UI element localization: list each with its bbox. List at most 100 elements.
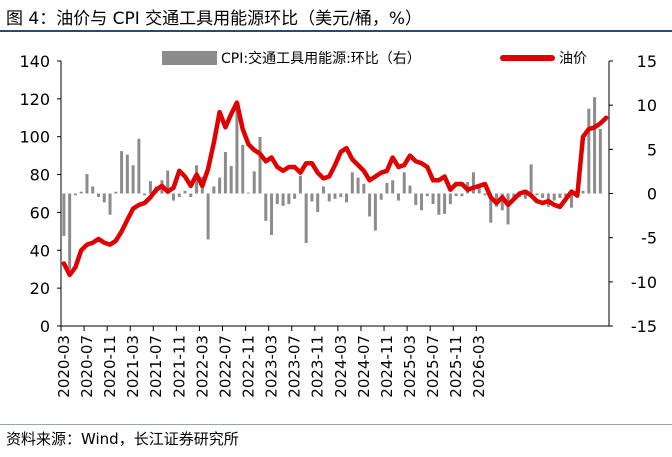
cpi-bar — [137, 138, 141, 194]
cpi-bar — [570, 193, 574, 208]
cpi-bar — [356, 177, 360, 194]
cpi-bar — [350, 172, 354, 194]
cpi-bar — [414, 193, 418, 205]
cpi-bar — [425, 193, 429, 197]
y-left-tick-label: 80 — [30, 166, 50, 185]
cpi-bar — [477, 185, 481, 194]
cpi-bar — [362, 183, 366, 194]
y-right-tick-label: -5 — [641, 229, 657, 248]
cpi-bar — [396, 193, 400, 201]
legend-item-cpi: CPI:交通工具用能源:环比（右） — [162, 47, 421, 69]
y-right-tick-label: 10 — [637, 96, 657, 115]
cpi-bar — [454, 193, 458, 197]
cpi-bar — [489, 193, 493, 223]
x-tick-label: 2021-03 — [124, 335, 142, 398]
cpi-bar — [114, 191, 118, 194]
cpi-bar — [258, 136, 262, 194]
cpi-bar — [402, 172, 406, 194]
x-tick-label: 2022-11 — [239, 335, 257, 398]
cpi-bar — [189, 193, 193, 198]
cpi-bar — [270, 193, 274, 236]
cpi-bar — [420, 193, 424, 211]
cpi-bar — [541, 193, 545, 198]
cpi-bar — [177, 193, 181, 198]
cpi-bar — [143, 193, 147, 196]
x-tick-label: 2020-03 — [55, 335, 73, 398]
x-tick-label: 2023-11 — [309, 335, 327, 398]
cpi-bar — [166, 170, 170, 194]
y-left-tick-label: 0 — [40, 317, 50, 336]
cpi-bar — [287, 193, 291, 205]
cpi-bar — [431, 193, 435, 205]
cpi-bar — [327, 193, 331, 202]
y-left-tick-label: 100 — [19, 128, 50, 147]
x-tick-label: 2023-03 — [263, 335, 281, 398]
cpi-bar — [593, 97, 597, 194]
cpi-bar — [321, 186, 325, 194]
cpi-bar — [218, 177, 222, 194]
cpi-bar — [120, 151, 124, 194]
y-left-tick-label: 60 — [30, 203, 50, 222]
cpi-bar — [460, 193, 464, 197]
x-tick-label: 2020-07 — [78, 335, 96, 398]
cpi-bar — [345, 193, 349, 203]
cpi-bar — [437, 193, 441, 215]
cpi-bar — [229, 166, 233, 194]
cpi-bar — [148, 181, 152, 194]
cpi-bar — [246, 192, 250, 194]
legend-swatch-line — [500, 55, 555, 61]
cpi-bar — [102, 193, 106, 203]
cpi-bar — [171, 193, 175, 201]
cpi-bar — [310, 193, 314, 202]
cpi-bar — [500, 193, 504, 211]
source-note: 资料来源：Wind，长江证券研究所 — [6, 430, 239, 448]
title-rule — [0, 30, 672, 32]
x-tick-label: 2023-07 — [286, 335, 304, 398]
y-right-tick-label: 5 — [647, 140, 657, 159]
cpi-bar — [587, 108, 591, 194]
x-tick-label: 2024-07 — [355, 335, 373, 398]
cpi-bar — [212, 186, 216, 194]
cpi-bar — [264, 193, 268, 221]
y-right-tick-label: -15 — [631, 317, 657, 336]
cpi-bar — [298, 175, 302, 194]
cpi-bar — [391, 180, 395, 194]
cpi-bar — [85, 174, 89, 194]
legend-swatch-bar — [162, 51, 217, 65]
x-tick-label: 2021-07 — [147, 335, 165, 398]
x-tick-label: 2026-03 — [470, 335, 488, 398]
cpi-bar — [79, 191, 83, 194]
y-left-tick-label: 140 — [19, 52, 50, 71]
cpi-bar — [293, 193, 297, 199]
cpi-bar — [304, 193, 308, 243]
cpi-bar — [241, 144, 245, 194]
cpi-bar — [275, 193, 279, 205]
cpi-bar — [108, 193, 112, 215]
y-left-tick-label: 40 — [30, 241, 50, 260]
cpi-bar — [68, 193, 72, 270]
legend-label-oil: 油价 — [559, 51, 587, 67]
cpi-bar — [552, 193, 556, 201]
cpi-bar — [379, 193, 383, 200]
cpi-bar — [333, 193, 337, 199]
cpi-bar — [523, 193, 527, 199]
cpi-bar — [131, 165, 135, 194]
y-left-tick-label: 20 — [30, 279, 50, 298]
x-tick-label: 2021-11 — [170, 335, 188, 398]
cpi-bar — [235, 103, 239, 194]
cpi-bar — [62, 193, 66, 236]
cpi-bar — [91, 186, 95, 194]
cpi-bar — [316, 193, 320, 213]
y-right-tick-label: 0 — [647, 185, 657, 204]
y-right-tick-label: 15 — [637, 52, 657, 71]
legend-item-oil: 油价 — [500, 47, 587, 69]
cpi-bar — [471, 172, 475, 194]
y-left-tick-label: 120 — [19, 90, 50, 109]
cpi-bar — [339, 193, 343, 198]
oil-price-line — [61, 100, 609, 278]
legend-label-cpi: CPI:交通工具用能源:环比（右） — [221, 51, 421, 67]
x-tick-label: 2020-11 — [101, 335, 119, 398]
cpi-bar — [281, 193, 285, 206]
x-tick-label: 2022-03 — [193, 335, 211, 398]
